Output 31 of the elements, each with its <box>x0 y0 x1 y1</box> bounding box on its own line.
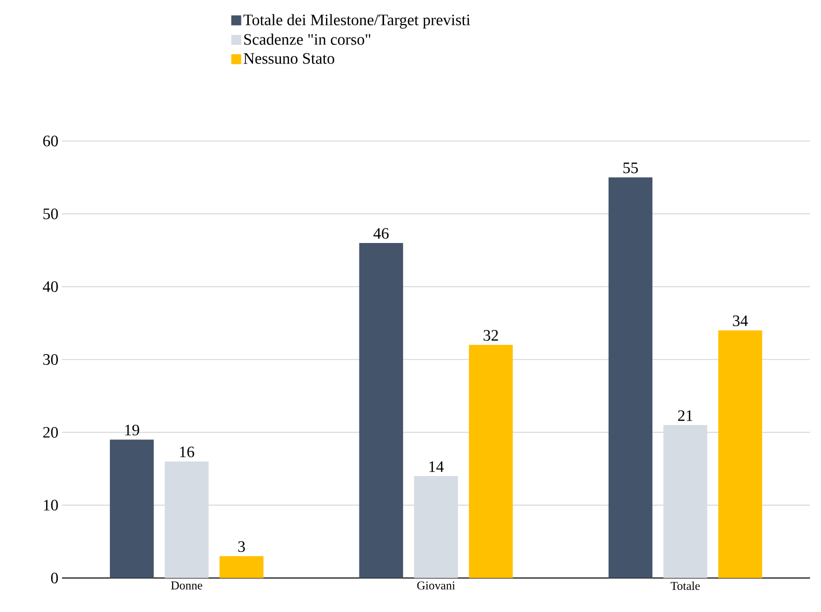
y-tick-label: 0 <box>51 572 58 584</box>
data-label: 3 <box>238 541 245 552</box>
y-tick-label: 20 <box>43 426 58 438</box>
bar <box>220 556 264 578</box>
legend-label: Scadenze "in corso" <box>244 34 370 45</box>
bar <box>663 425 708 578</box>
bar <box>718 330 762 578</box>
bar <box>468 344 513 578</box>
legend-label: Nessuno Stato <box>244 53 334 64</box>
x-tick-label: Giovani <box>417 582 456 590</box>
y-tick-label: 50 <box>43 208 58 220</box>
y-tick-label: 30 <box>43 354 58 365</box>
y-tick-label: 10 <box>44 500 58 511</box>
y-tick-label: 40 <box>42 281 58 292</box>
bar <box>414 476 458 578</box>
data-label: 32 <box>484 330 498 341</box>
bar <box>110 440 154 578</box>
data-label: 19 <box>125 424 140 436</box>
y-tick-label: 60 <box>43 136 58 146</box>
x-tick-label: Donne <box>171 582 202 590</box>
data-label: 16 <box>180 446 194 458</box>
data-label: 46 <box>373 228 389 239</box>
bar <box>164 461 209 578</box>
x-tick-label: Totale <box>670 582 700 590</box>
data-label: 14 <box>429 461 444 472</box>
data-label: 34 <box>732 315 748 326</box>
bar <box>359 242 404 578</box>
data-label: 55 <box>623 162 638 174</box>
bar <box>608 177 652 578</box>
data-label: 21 <box>678 410 692 421</box>
legend-label: Totale dei Milestone/Target previsti <box>243 14 470 29</box>
